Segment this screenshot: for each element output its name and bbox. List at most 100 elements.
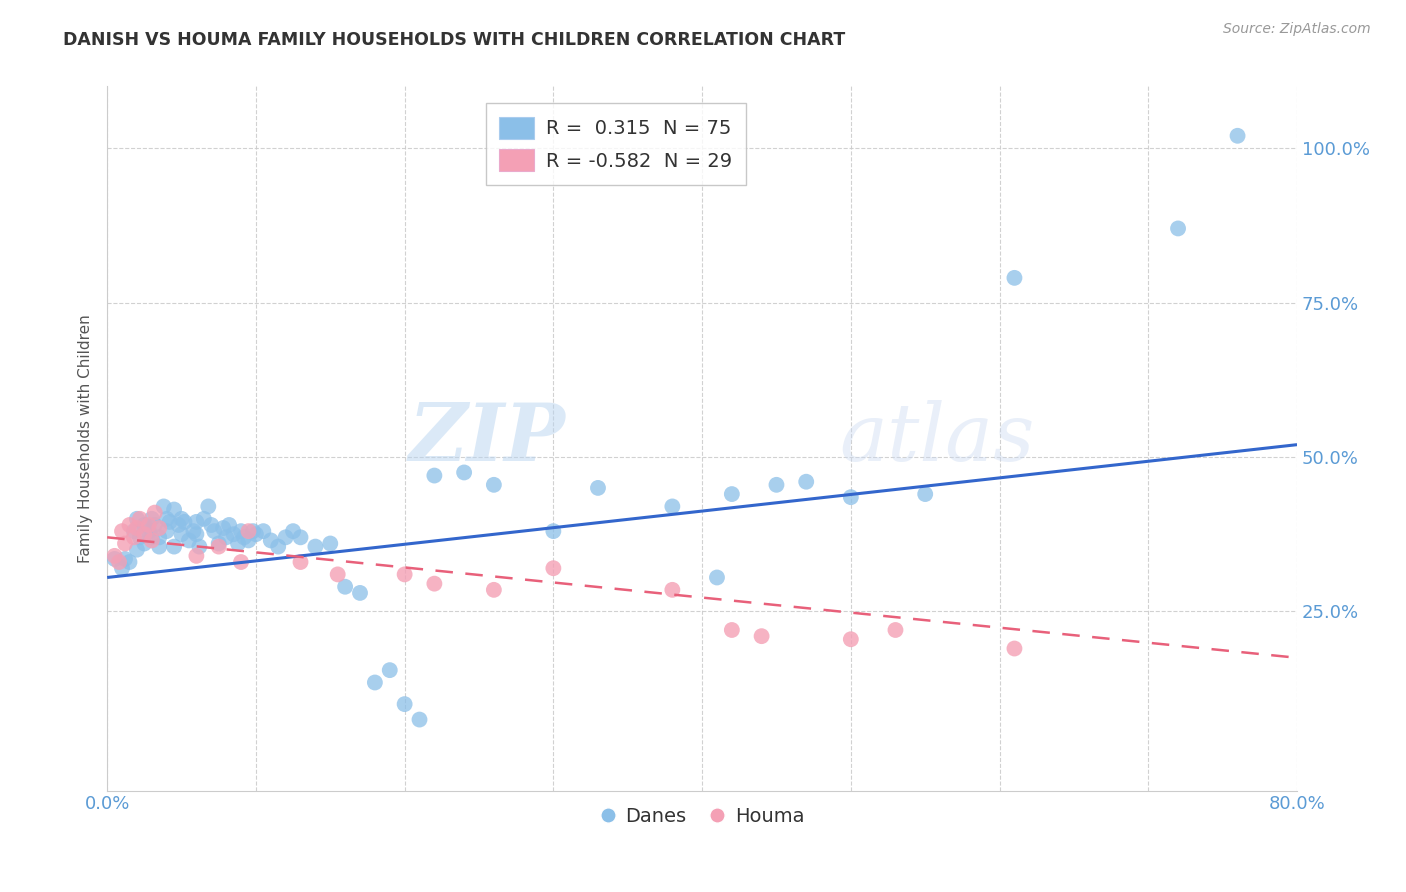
Point: [122, 524, 145, 538]
Point: [170, 527, 193, 541]
Point: [794, 475, 817, 489]
Point: [423, 576, 446, 591]
Point: [141, 533, 163, 548]
Point: [242, 524, 264, 538]
Text: DANISH VS HOUMA FAMILY HOUSEHOLDS WITH CHILDREN CORRELATION CHART: DANISH VS HOUMA FAMILY HOUSEHOLDS WITH C…: [63, 31, 845, 49]
Point: [159, 515, 181, 529]
Point: [173, 515, 195, 529]
Point: [177, 533, 200, 548]
Point: [138, 524, 160, 538]
Point: [114, 536, 136, 550]
Point: [333, 580, 356, 594]
Point: [721, 487, 744, 501]
Point: [148, 530, 170, 544]
Point: [222, 527, 245, 541]
Point: [233, 530, 256, 544]
Point: [1167, 221, 1189, 235]
Point: [408, 713, 430, 727]
Point: [453, 466, 475, 480]
Point: [163, 502, 186, 516]
Point: [543, 524, 565, 538]
Point: [118, 518, 141, 533]
Point: [839, 632, 862, 647]
Point: [218, 518, 240, 533]
Point: [706, 570, 728, 584]
Point: [364, 675, 387, 690]
Point: [319, 536, 342, 550]
Point: [186, 527, 208, 541]
Point: [229, 524, 252, 538]
Point: [143, 506, 166, 520]
Point: [156, 512, 179, 526]
Point: [134, 536, 156, 550]
Point: [143, 518, 166, 533]
Point: [114, 552, 136, 566]
Point: [884, 623, 907, 637]
Point: [152, 500, 174, 514]
Y-axis label: Family Households with Children: Family Households with Children: [79, 314, 93, 563]
Point: [186, 549, 208, 563]
Point: [586, 481, 609, 495]
Point: [1226, 128, 1249, 143]
Point: [148, 540, 170, 554]
Point: [104, 549, 127, 563]
Point: [104, 552, 127, 566]
Point: [839, 490, 862, 504]
Point: [245, 527, 267, 541]
Point: [167, 518, 190, 533]
Point: [238, 524, 260, 538]
Point: [661, 500, 683, 514]
Point: [163, 540, 186, 554]
Legend: Danes, Houma: Danes, Houma: [592, 799, 813, 834]
Point: [128, 512, 150, 526]
Point: [482, 478, 505, 492]
Point: [661, 582, 683, 597]
Text: atlas: atlas: [839, 400, 1035, 477]
Point: [212, 521, 235, 535]
Point: [108, 555, 131, 569]
Point: [281, 524, 304, 538]
Point: [721, 623, 744, 637]
Point: [290, 530, 312, 544]
Point: [125, 542, 148, 557]
Point: [482, 582, 505, 597]
Point: [122, 530, 145, 544]
Point: [141, 530, 163, 544]
Point: [111, 524, 134, 538]
Point: [188, 540, 211, 554]
Point: [394, 697, 416, 711]
Point: [125, 512, 148, 526]
Point: [226, 536, 249, 550]
Point: [111, 561, 134, 575]
Point: [304, 540, 326, 554]
Point: [274, 530, 297, 544]
Point: [914, 487, 936, 501]
Point: [134, 527, 156, 541]
Point: [183, 524, 205, 538]
Point: [1004, 641, 1026, 656]
Point: [125, 521, 148, 535]
Point: [423, 468, 446, 483]
Point: [238, 533, 260, 548]
Point: [326, 567, 349, 582]
Point: [252, 524, 274, 538]
Point: [193, 512, 215, 526]
Point: [290, 555, 312, 569]
Text: ZIP: ZIP: [408, 400, 565, 477]
Point: [208, 536, 231, 550]
Point: [197, 500, 219, 514]
Point: [186, 515, 208, 529]
Point: [170, 512, 193, 526]
Point: [394, 567, 416, 582]
Point: [202, 524, 225, 538]
Text: Source: ZipAtlas.com: Source: ZipAtlas.com: [1223, 22, 1371, 37]
Point: [765, 478, 787, 492]
Point: [349, 586, 371, 600]
Point: [128, 530, 150, 544]
Point: [141, 512, 163, 526]
Point: [260, 533, 283, 548]
Point: [543, 561, 565, 575]
Point: [208, 540, 231, 554]
Point: [118, 555, 141, 569]
Point: [751, 629, 773, 643]
